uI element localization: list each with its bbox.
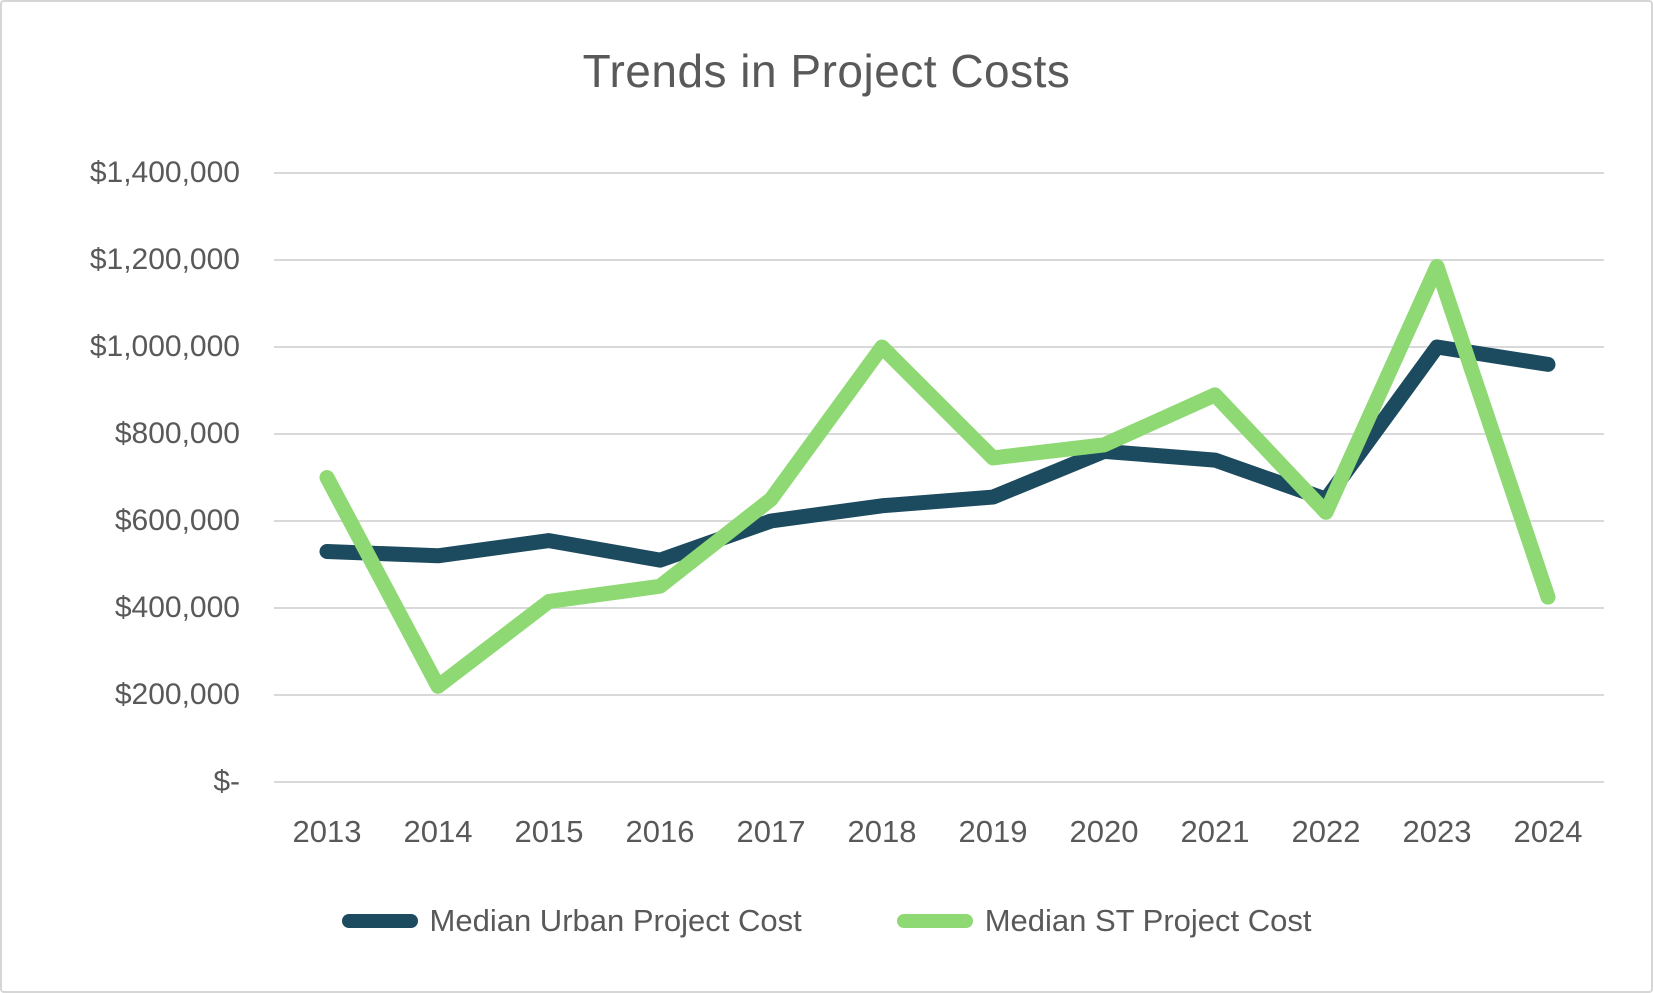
- x-axis-tick-label: 2013: [292, 814, 362, 849]
- legend-swatch-urban: [341, 914, 418, 928]
- x-axis-tick-label: 2022: [1291, 814, 1361, 849]
- y-axis-tick-label: $400,000: [114, 591, 240, 624]
- y-axis-tick-label: $600,000: [114, 504, 240, 537]
- x-axis-tick-label: 2020: [1069, 814, 1139, 849]
- x-axis-tick-label: 2021: [1180, 814, 1250, 849]
- y-axis-tick-label: $1,000,000: [89, 330, 240, 363]
- y-axis-tick-label: $1,200,000: [89, 243, 240, 276]
- x-axis-tick-label: 2023: [1402, 814, 1472, 849]
- series-line-st: [319, 259, 1556, 694]
- x-axis-tick-label: 2017: [736, 814, 806, 849]
- legend-item-urban: Median Urban Project Cost: [341, 903, 802, 939]
- legend-item-st: Median ST Project Cost: [896, 903, 1312, 939]
- series-line-urban: [319, 339, 1556, 568]
- x-axis-tick-label: 2024: [1513, 814, 1583, 849]
- x-axis-tick-label: 2019: [958, 814, 1028, 849]
- y-axis-tick-label: $800,000: [114, 417, 240, 450]
- legend-swatch-st: [896, 914, 973, 928]
- legend-label-st: Median ST Project Cost: [984, 903, 1312, 938]
- legend-label-urban: Median Urban Project Cost: [429, 903, 802, 938]
- x-axis-tick-label: 2016: [625, 814, 695, 849]
- y-axis-tick-label: $1,400,000: [89, 156, 240, 189]
- x-axis-tick-label: 2018: [847, 814, 917, 849]
- x-axis-tick-label: 2014: [403, 814, 473, 849]
- x-axis-tick-label: 2015: [514, 814, 584, 849]
- y-axis-tick-label: $200,000: [114, 678, 240, 711]
- legend: Median Urban Project Cost Median ST Proj…: [2, 903, 1651, 939]
- chart-title: Trends in Project Costs: [582, 45, 1071, 97]
- y-axis-tick-label: $-: [213, 765, 240, 798]
